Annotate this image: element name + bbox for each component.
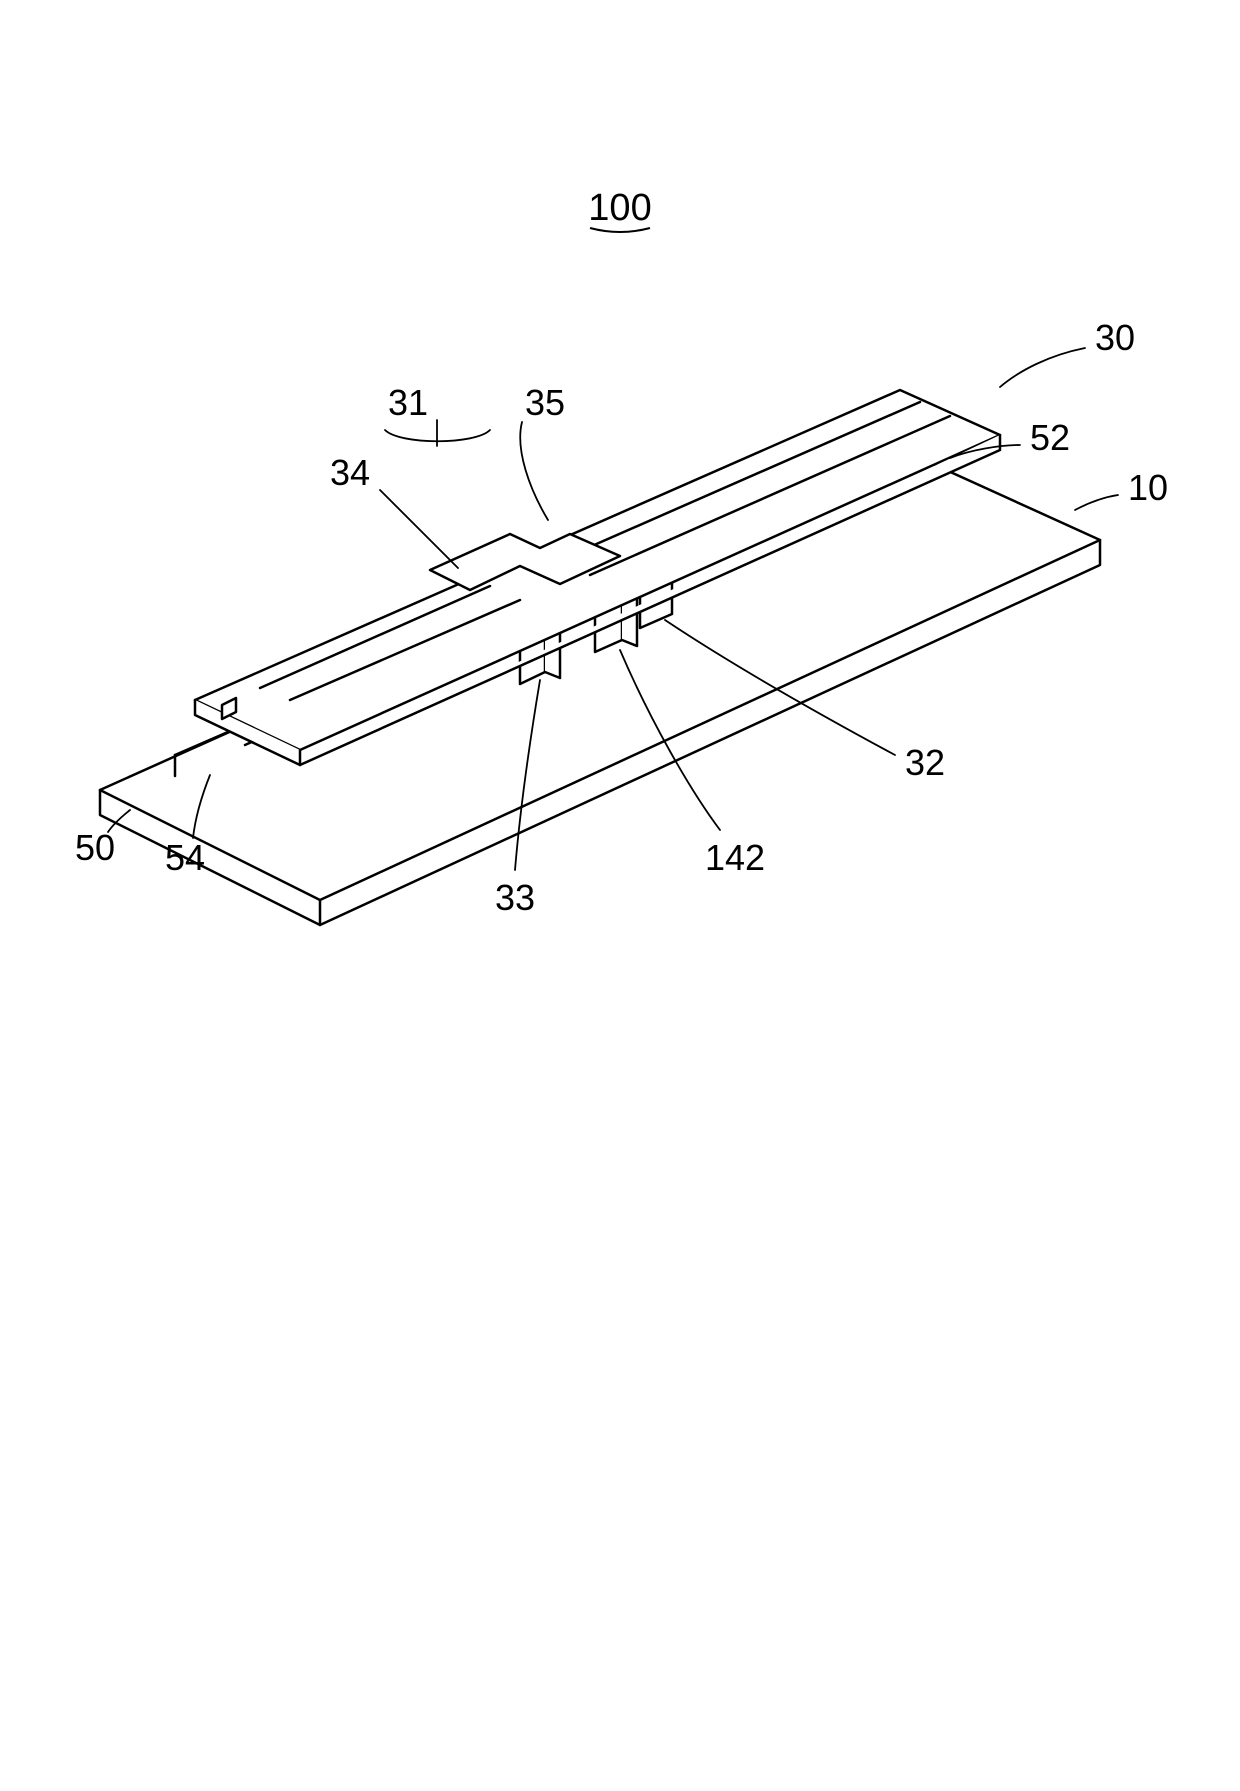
label-10: 10: [1128, 467, 1168, 508]
label-142: 142: [705, 837, 765, 878]
label-31: 31: [388, 382, 428, 423]
label-50: 50: [75, 827, 115, 868]
label-35: 35: [525, 382, 565, 423]
label-32: 32: [905, 742, 945, 783]
label-54: 54: [165, 837, 205, 878]
label-34: 34: [330, 452, 370, 493]
patent-figure: 100: [75, 187, 1168, 925]
upper-plate: [195, 390, 1000, 765]
figure-title: 100: [588, 187, 651, 229]
label-30: 30: [1095, 317, 1135, 358]
label-52: 52: [1030, 417, 1070, 458]
label-33: 33: [495, 877, 535, 918]
